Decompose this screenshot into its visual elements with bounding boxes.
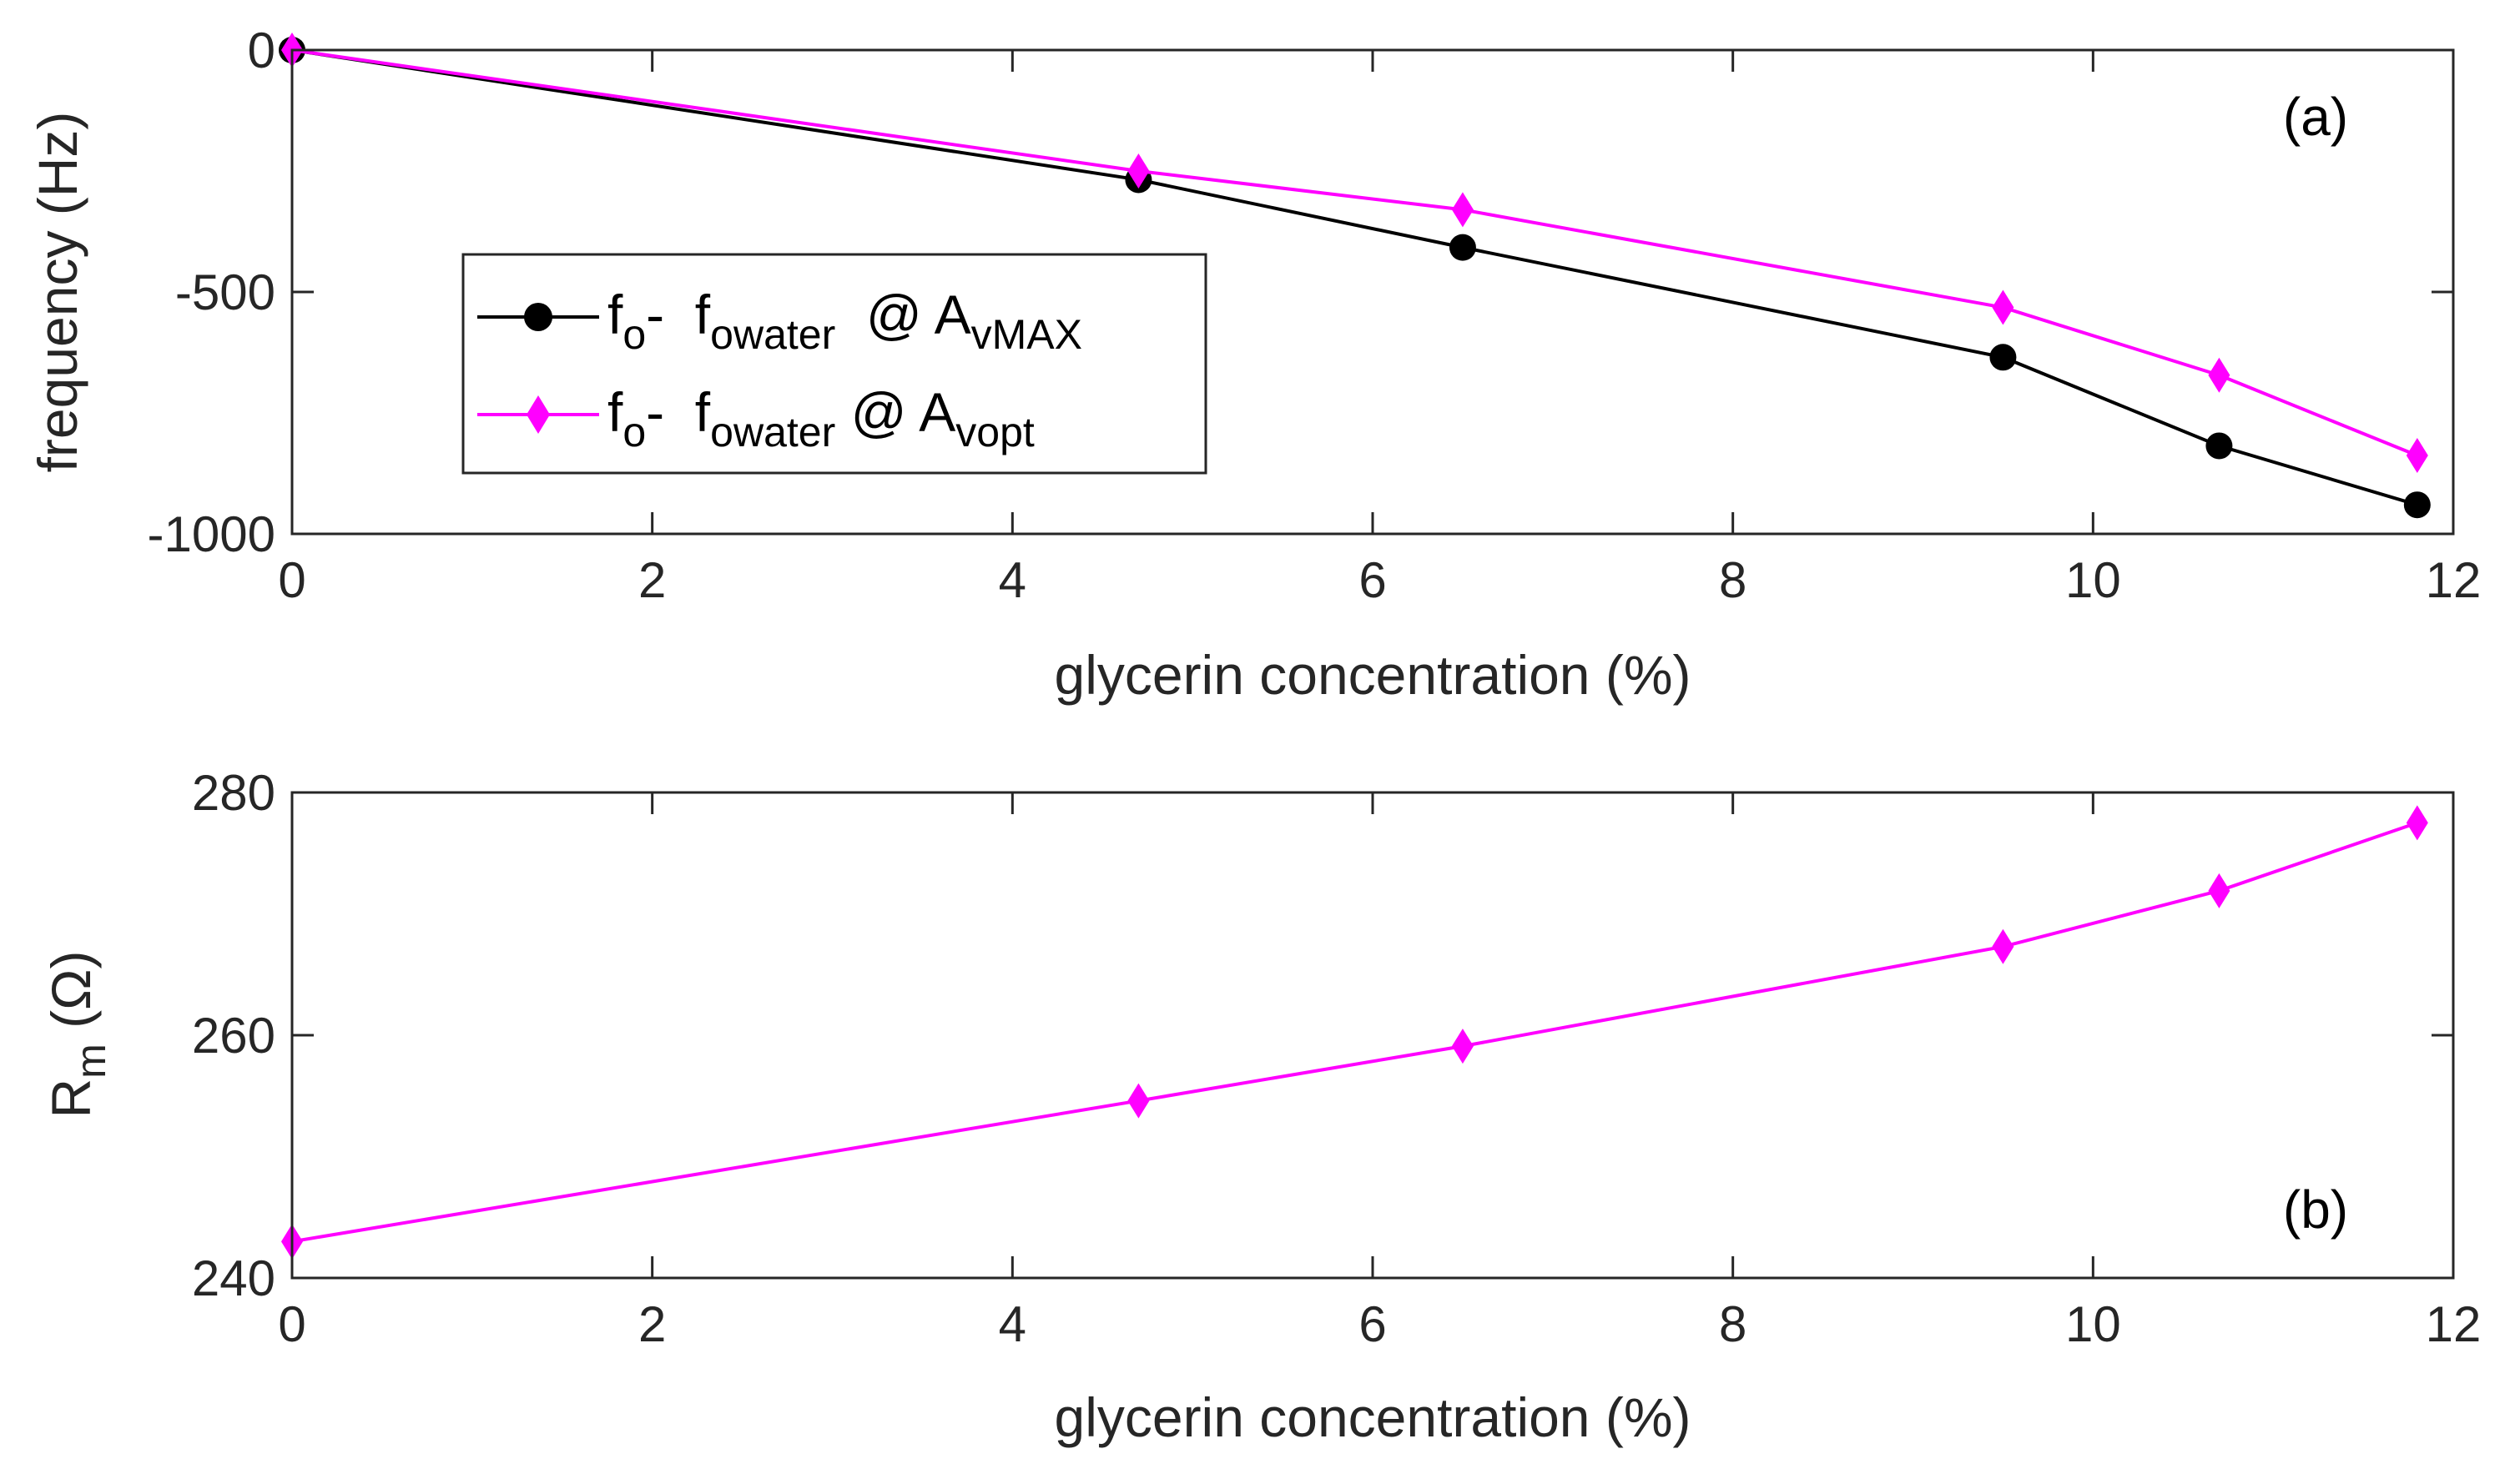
panel-b-series-0-point [2406, 805, 2428, 841]
panel-b-axes-box [290, 791, 2455, 1280]
panel-a-ytick-label: 0 [248, 23, 275, 78]
panel-a-xtick-label: 10 [2065, 552, 2121, 608]
panel-a-tag: (a) [2283, 87, 2348, 147]
panel-a-series-0-line [291, 48, 2418, 507]
panel-a-series-1-line [291, 48, 2418, 457]
panel-a-ytick-label: -1000 [148, 506, 275, 562]
panel-a-series-1-point [1451, 192, 1474, 228]
panel-b-xtick-label: 8 [1719, 1296, 1746, 1352]
panel-a-series-1-point [2208, 357, 2230, 393]
panel-b-plot-area [292, 792, 2453, 1278]
panel-a-ylabel: frequency (Hz) [27, 112, 88, 473]
panel-b-ytick-label: 260 [192, 1008, 275, 1064]
panel-a-xtick-label: 0 [278, 552, 305, 608]
panel-a-series-0-point [2403, 491, 2431, 519]
legend-marker-diamond [527, 395, 550, 434]
panel-b-series-0-point [1451, 1029, 1474, 1064]
panel-b-xtick-label: 2 [638, 1296, 666, 1352]
panel-b-xtick-label: 10 [2065, 1296, 2121, 1352]
panel-b-series-0-line [291, 821, 2418, 1244]
panel-b-tag: (b) [2283, 1180, 2348, 1240]
panel-b-series-0-point [1127, 1083, 1150, 1119]
panel-a-series-0-point [2205, 432, 2233, 460]
panel-a-xtick-label: 12 [2426, 552, 2482, 608]
panel-a-xtick-label: 6 [1358, 552, 1386, 608]
panel-b-resistance-chart: 0 2 4 6 8 10 12 240 260 280 glycerin concentratio… [40, 765, 2481, 1448]
panel-a-xlabel: glycerin concentration (%) [1055, 644, 1691, 706]
panel-a-xtick-label: 2 [638, 552, 666, 608]
panel-b-xtick-label: 12 [2426, 1296, 2482, 1352]
legend-entry-vmax: fo- fowater @ AvMAX [477, 284, 1082, 358]
legend-label-vopt: fo- fowater @ Avopt [607, 381, 1035, 455]
legend-entry-vopt: fo- fowater @ Avopt [477, 381, 1035, 455]
legend-marker-circle [524, 303, 552, 331]
panel-b-ytick-label: 280 [192, 765, 275, 821]
panel-b-xtick-label: 0 [278, 1296, 305, 1352]
panel-a-xtick-label: 8 [1719, 552, 1746, 608]
panel-b-xtick-label: 4 [999, 1296, 1026, 1352]
panel-a-series-1-point [2406, 438, 2428, 474]
panel-a-xtick-label: 4 [999, 552, 1026, 608]
panel-b-ytick-label: 240 [192, 1250, 275, 1306]
panel-a-series-0-point [1449, 234, 1476, 261]
panel-a-frequency-chart: 0 2 4 6 8 10 12 0 -500 -1000 glycerin concentrati… [27, 23, 2481, 706]
panel-b-series-0-point [1992, 928, 2014, 964]
panel-a-series-1-point [1992, 289, 2014, 325]
panel-b-xlabel: glycerin concentration (%) [1055, 1386, 1691, 1448]
panel-a-legend: fo- fowater @ AvMAX fo- fowater @ Avopt [461, 253, 1207, 475]
panel-b-series-0-point [2208, 873, 2230, 908]
legend-label-vmax: fo- fowater @ AvMAX [607, 284, 1082, 358]
panel-a-series-0-point [1989, 344, 2017, 371]
panel-b-xtick-label: 6 [1358, 1296, 1386, 1352]
panel-a-axes-box [290, 48, 2455, 536]
legend-box [461, 253, 1207, 475]
panel-a-ytick-label: -500 [175, 264, 275, 320]
panel-a-series-1-point [1127, 153, 1150, 189]
panel-b-ylabel: Rm (Ω) [40, 951, 114, 1119]
